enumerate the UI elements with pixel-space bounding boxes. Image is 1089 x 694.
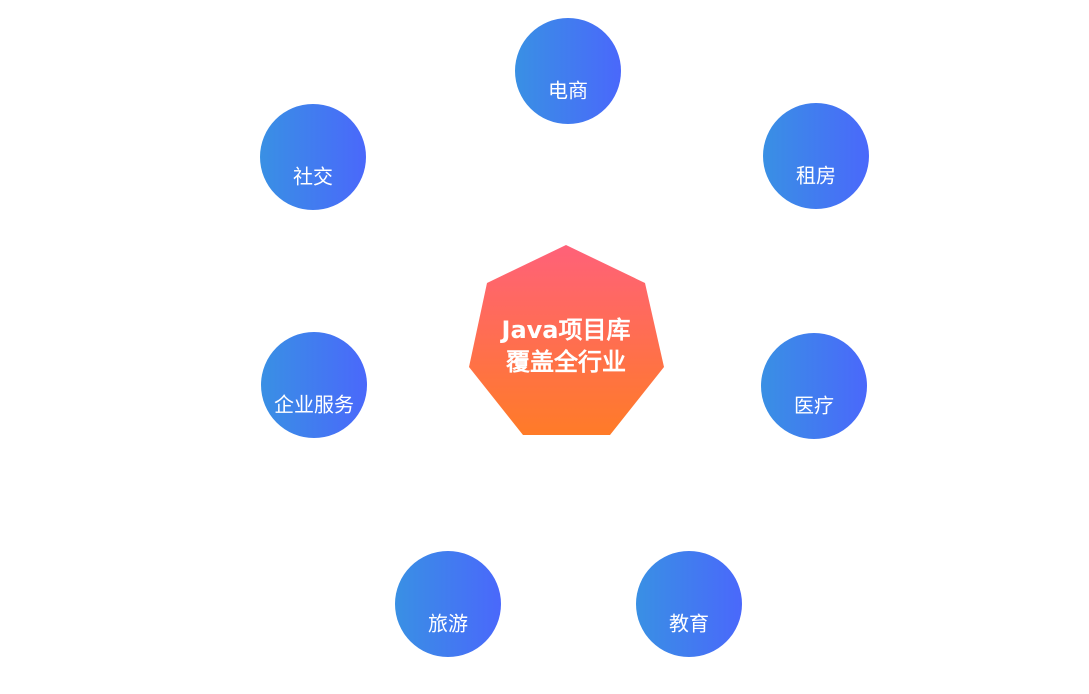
node-circle <box>261 332 367 438</box>
node-circle <box>515 18 621 124</box>
node-circle <box>260 104 366 210</box>
center-title: Java项目库 <box>500 316 631 344</box>
node-label: 医疗 <box>794 394 834 418</box>
center-heptagon <box>469 245 664 435</box>
node-label: 旅游 <box>428 612 468 636</box>
node-circle <box>636 551 742 657</box>
node-label: 电商 <box>548 79 588 103</box>
node-label: 教育 <box>669 612 709 636</box>
node-circle <box>761 333 867 439</box>
node-label: 社交 <box>293 165 333 189</box>
center-title: 覆盖全行业 <box>506 348 626 376</box>
node-label: 租房 <box>796 164 836 188</box>
node-circle <box>395 551 501 657</box>
node-circle <box>763 103 869 209</box>
node-label: 企业服务 <box>274 393 354 417</box>
